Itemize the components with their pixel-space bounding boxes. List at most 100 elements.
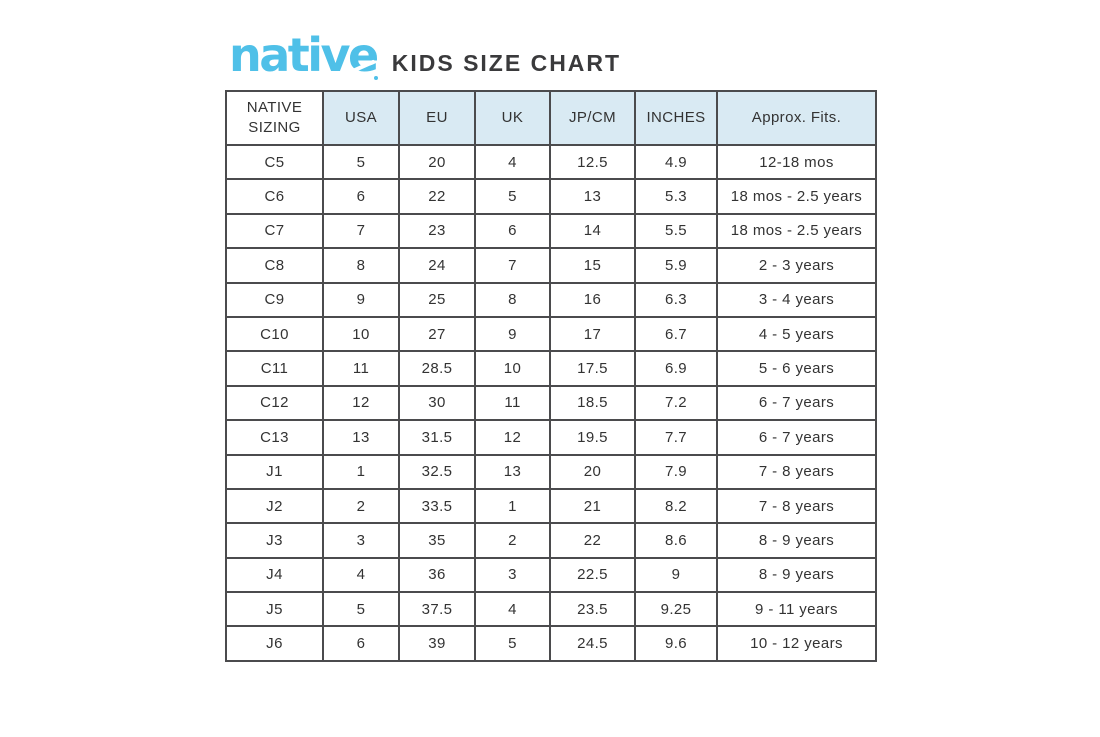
table-cell: 8 xyxy=(322,247,400,284)
table-cell: 6 xyxy=(322,178,400,215)
column-header-jpcm: JP/CM xyxy=(549,90,636,146)
table-cell: 10 - 12 years xyxy=(716,625,877,662)
table-cell: C9 xyxy=(225,281,324,318)
table-row: C13 13 31.5 12 19.5 7.7 6 - 7 years xyxy=(225,419,877,456)
table-cell: 20 xyxy=(549,453,636,490)
table-cell: C12 xyxy=(225,384,324,422)
table-cell: 22.5 xyxy=(549,556,636,594)
table-cell: 7.7 xyxy=(634,419,718,456)
table-cell: 11 xyxy=(474,384,551,422)
table-cell: 21 xyxy=(549,487,636,525)
table-cell: 13 xyxy=(322,419,400,456)
table-row: J2 2 33.5 1 21 8.2 7 - 8 years xyxy=(225,487,877,525)
table-cell: 24 xyxy=(398,247,476,284)
page-title: KIDS SIZE CHART xyxy=(391,50,622,76)
table-cell: 7 xyxy=(474,247,551,284)
table-cell: 13 xyxy=(474,453,551,490)
table-cell: J2 xyxy=(225,487,324,525)
table-cell: 5 - 6 years xyxy=(716,350,877,387)
table-cell: 22 xyxy=(398,178,476,215)
column-header-native-sizing: NATIVE SIZING xyxy=(225,90,324,146)
table-cell: 30 xyxy=(398,384,476,422)
table-cell: 12.5 xyxy=(549,143,636,181)
table-cell: 8 xyxy=(474,281,551,318)
table-cell: 16 xyxy=(549,281,636,318)
table-cell: 5.3 xyxy=(634,178,718,215)
table-cell: 37.5 xyxy=(398,591,476,628)
table-cell: 4 xyxy=(474,591,551,628)
logo-trademark-dot xyxy=(373,76,378,80)
table-cell: 24.5 xyxy=(549,625,636,662)
table-row: C11 11 28.5 10 17.5 6.9 5 - 6 years xyxy=(225,350,877,387)
table-cell: 8 - 9 years xyxy=(716,522,877,559)
table-cell: 32.5 xyxy=(398,453,476,490)
table-cell: J1 xyxy=(225,453,324,490)
table-cell: 2 xyxy=(474,522,551,559)
table-cell: 12 xyxy=(322,384,400,422)
table-cell: 1 xyxy=(322,453,400,490)
table-cell: 12-18 mos xyxy=(716,143,877,181)
table-cell: 8.2 xyxy=(634,487,718,525)
table-body: C5 5 20 4 12.5 4.9 12-18 mos C6 6 22 5 13 5.3 18 mos … xyxy=(225,143,877,662)
table-row: C8 8 24 7 15 5.9 2 - 3 years xyxy=(225,247,877,284)
table-cell: 9.6 xyxy=(634,625,718,662)
table-cell: 6.7 xyxy=(634,315,718,353)
table-cell: 36 xyxy=(398,556,476,594)
table-cell: 5.5 xyxy=(634,212,718,250)
table-cell: 13 xyxy=(549,178,636,215)
table-cell: 25 xyxy=(398,281,476,318)
table-cell: 10 xyxy=(322,315,400,353)
table-row: J4 4 36 3 22.5 9 8 - 9 years xyxy=(225,556,877,594)
table-cell: C8 xyxy=(225,247,324,284)
table-cell: J4 xyxy=(225,556,324,594)
table-cell: 27 xyxy=(398,315,476,353)
table-cell: 20 xyxy=(398,143,476,181)
table-cell: 18 mos - 2.5 years xyxy=(716,212,877,250)
table-cell: 2 xyxy=(322,487,400,525)
table-cell: C13 xyxy=(225,419,324,456)
table-cell: 6.3 xyxy=(634,281,718,318)
table-cell: 18 mos - 2.5 years xyxy=(716,178,877,215)
column-header-eu: EU xyxy=(398,90,476,146)
table-cell: 15 xyxy=(549,247,636,284)
table-row: J1 1 32.5 13 20 7.9 7 - 8 years xyxy=(225,453,877,490)
table-row: C5 5 20 4 12.5 4.9 12-18 mos xyxy=(225,143,877,181)
table-cell: 22 xyxy=(549,522,636,559)
table-cell: 9 xyxy=(634,556,718,594)
table-cell: J6 xyxy=(225,625,324,662)
table-cell: 23 xyxy=(398,212,476,250)
table-cell: 8 - 9 years xyxy=(716,556,877,594)
table-cell: 11 xyxy=(322,350,400,387)
table-row: C6 6 22 5 13 5.3 18 mos - 2.5 years xyxy=(225,178,877,215)
table-cell: 5 xyxy=(474,625,551,662)
table-cell: 6 - 7 years xyxy=(716,419,877,456)
table-cell: C11 xyxy=(225,350,324,387)
table-cell: 7 - 8 years xyxy=(716,453,877,490)
table-cell: 6.9 xyxy=(634,350,718,387)
table-cell: 1 xyxy=(474,487,551,525)
table-cell: 4 xyxy=(474,143,551,181)
table-row: J6 6 39 5 24.5 9.6 10 - 12 years xyxy=(225,625,877,662)
table-cell: C6 xyxy=(225,178,324,215)
table-cell: C7 xyxy=(225,212,324,250)
table-cell: 10 xyxy=(474,350,551,387)
column-header-inches: INCHES xyxy=(634,90,718,146)
table-cell: 14 xyxy=(549,212,636,250)
table-cell: 17 xyxy=(549,315,636,353)
native-logo: native xyxy=(229,32,379,80)
table-cell: 6 xyxy=(322,625,400,662)
table-cell: 5 xyxy=(322,591,400,628)
table-cell: J3 xyxy=(225,522,324,559)
table-cell: 39 xyxy=(398,625,476,662)
kids-size-chart-table: NATIVE SIZING USA EU UK JP/CM INCHES App… xyxy=(225,90,877,662)
table-header-row: NATIVE SIZING USA EU UK JP/CM INCHES App… xyxy=(225,90,877,146)
table-cell: 7.2 xyxy=(634,384,718,422)
table-cell: 23.5 xyxy=(549,591,636,628)
table-cell: 12 xyxy=(474,419,551,456)
table-row: J3 3 35 2 22 8.6 8 - 9 years xyxy=(225,522,877,559)
table-cell: 6 xyxy=(474,212,551,250)
table-cell: 4 xyxy=(322,556,400,594)
table-cell: 17.5 xyxy=(549,350,636,387)
table-cell: J5 xyxy=(225,591,324,628)
